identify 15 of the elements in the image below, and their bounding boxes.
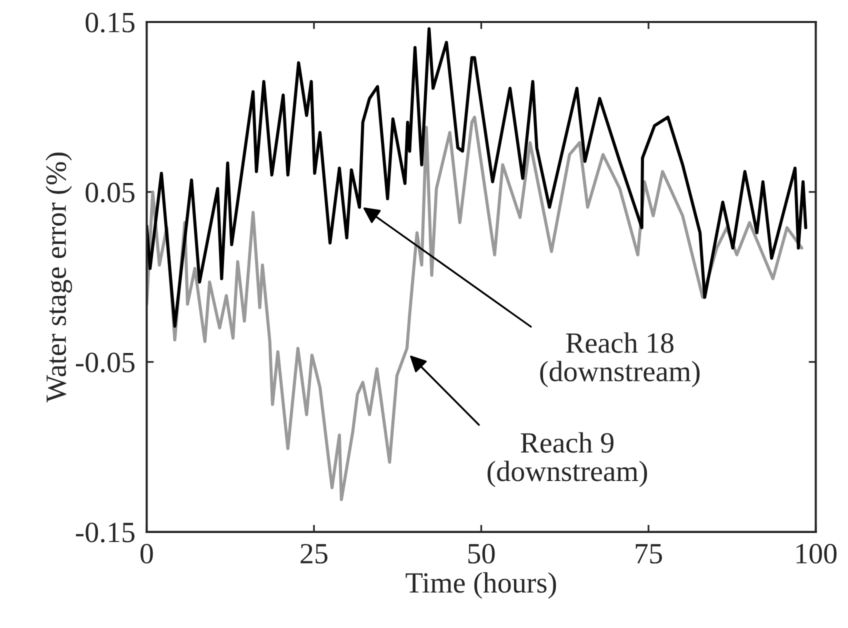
annotation: Reach 18 (downstream) (540, 332, 700, 388)
x-tick-label: 50 (468, 544, 495, 564)
annotation: Reach 9 (downstream) (488, 432, 648, 488)
x-tick-label: 25 (300, 544, 328, 564)
y-tick-label: -0.15 (76, 522, 134, 542)
x-axis-title: Time (hours) (406, 572, 556, 599)
x-tick-label: 75 (636, 544, 662, 564)
y-tick-label: -0.05 (76, 352, 134, 372)
line-series (146, 116, 804, 502)
y-tick-label: 0.15 (86, 12, 134, 33)
x-tick-label: 0 (140, 544, 153, 564)
y-axis-title: Water stage error (%) (46, 152, 72, 402)
y-tick-label: 0.05 (86, 182, 134, 202)
x-tick-label: 100 (796, 544, 837, 564)
line-series (146, 27, 808, 328)
